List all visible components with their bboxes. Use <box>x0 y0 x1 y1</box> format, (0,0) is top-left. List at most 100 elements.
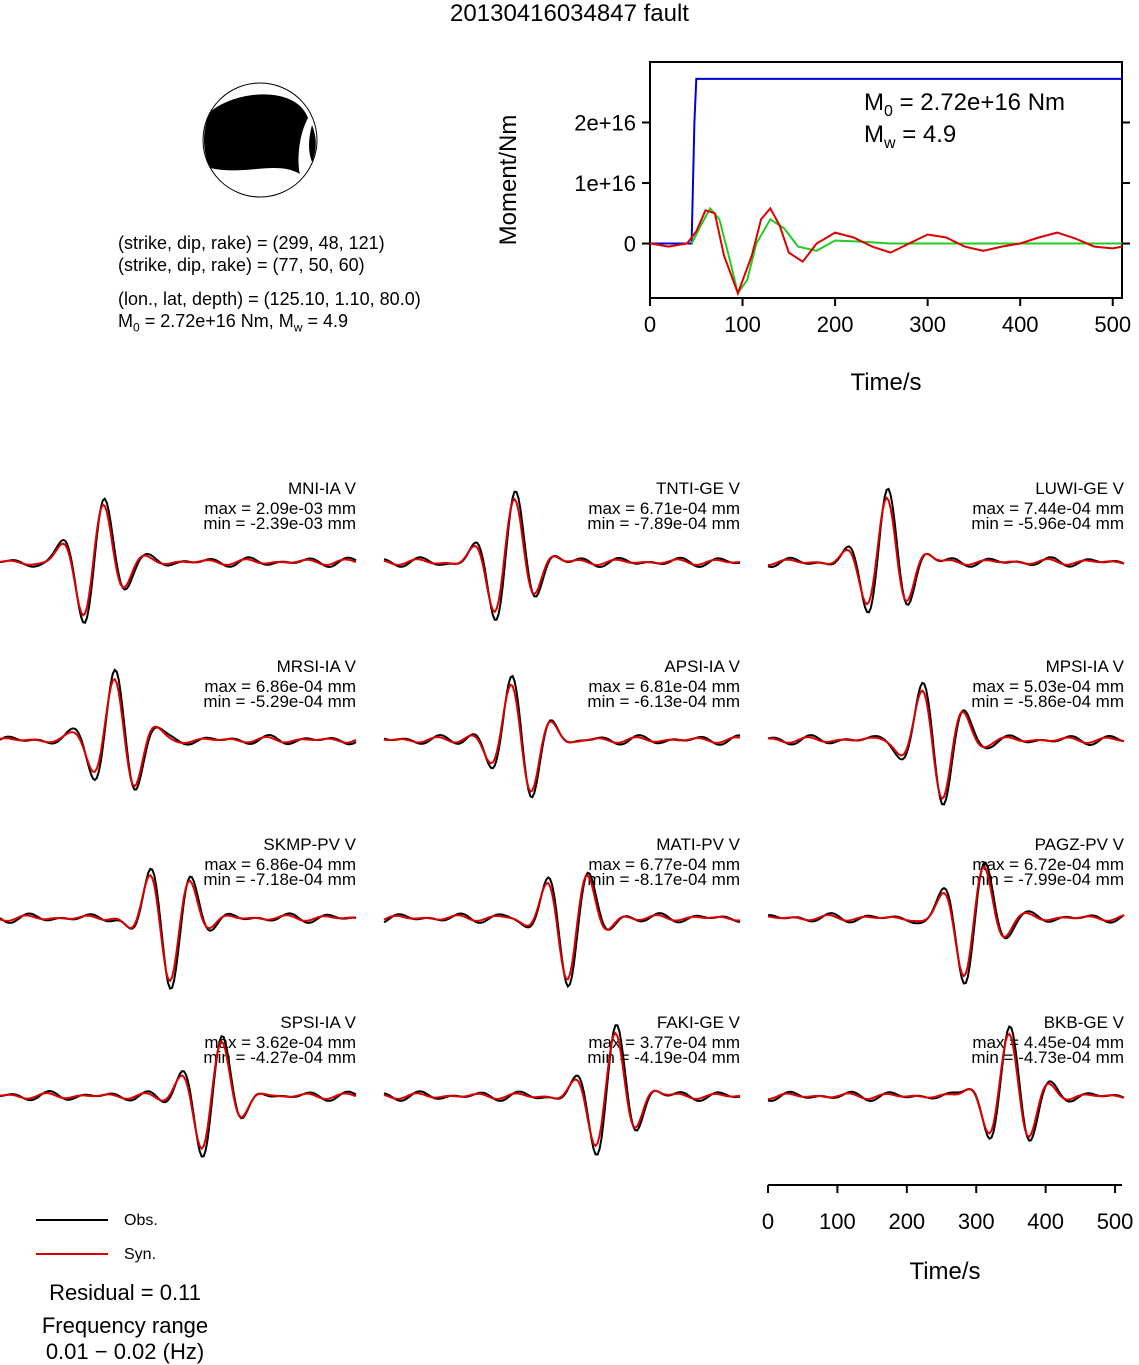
moment-annotation-m0: M0 = 2.72e+16 Nm <box>864 89 1065 120</box>
source-location: (lon., lat, depth) = (125.10, 1.10, 80.0… <box>118 289 421 309</box>
syn-trace-10 <box>383 1031 741 1148</box>
moment-annotation-mw: Mw = 4.9 <box>864 121 956 152</box>
station-max-7: max = 6.77e-04 mm <box>588 855 740 874</box>
syn-legend-label: Syn. <box>124 1246 157 1263</box>
station-name-7: MATI-PV V <box>656 835 740 854</box>
moment-ytick-label-0: 0 <box>624 232 636 257</box>
station-name-3: MRSI-IA V <box>277 657 357 676</box>
station-name-11: BKB-GE V <box>1044 1013 1125 1032</box>
moment-xtick-label-1: 100 <box>724 312 761 337</box>
station-min-9: min = -4.27e-04 mm <box>203 1048 356 1067</box>
residual-label: Residual = 0.11 <box>49 1280 201 1305</box>
syn-trace-9 <box>0 1040 357 1151</box>
bottom-xtick-label-3: 300 <box>958 1209 995 1234</box>
syn-trace-5 <box>767 689 1125 801</box>
station-max-9: max = 3.62e-04 mm <box>204 1033 356 1052</box>
moment-plot-frame <box>649 61 1123 299</box>
moment-xtick-label-4: 400 <box>1002 312 1039 337</box>
station-name-1: TNTI-GE V <box>656 479 741 498</box>
syn-trace-6 <box>0 873 357 983</box>
moment-ylabel: Moment/Nm <box>495 115 522 246</box>
moment-series-1 <box>690 206 1122 296</box>
obs-trace-7 <box>383 871 741 989</box>
station-min-3: min = -5.29e-04 mm <box>203 692 356 711</box>
station-max-6: max = 6.86e-04 mm <box>204 855 356 874</box>
syn-trace-11 <box>767 1032 1125 1139</box>
station-name-4: APSI-IA V <box>664 657 740 676</box>
nodal-plane-1: (strike, dip, rake) = (299, 48, 121) <box>118 233 385 253</box>
moment-series-2 <box>649 206 1123 297</box>
station-min-7: min = -8.17e-04 mm <box>587 870 740 889</box>
station-max-5: max = 5.03e-04 mm <box>972 677 1124 696</box>
station-max-3: max = 6.86e-04 mm <box>204 677 356 696</box>
moment-magnitude-line: M0 = 2.72e+16 Nm, Mw = 4.9 <box>118 311 348 335</box>
station-max-0: max = 2.09e-03 mm <box>204 499 356 518</box>
syn-trace-0 <box>0 503 357 617</box>
moment-xtick-label-3: 300 <box>909 312 946 337</box>
moment-series-0 <box>650 77 1122 245</box>
moment-xtick-label-0: 0 <box>644 312 656 337</box>
obs-legend-label: Obs. <box>124 1212 158 1229</box>
station-name-6: SKMP-PV V <box>263 835 356 854</box>
station-min-8: min = -7.99e-04 mm <box>971 870 1124 889</box>
syn-trace-1 <box>383 497 741 614</box>
moment-ytick-label-2: 2e+16 <box>574 111 636 136</box>
station-max-10: max = 3.77e-04 mm <box>588 1033 740 1052</box>
focal-mechanism-beachball <box>202 82 318 198</box>
station-min-4: min = -6.13e-04 mm <box>587 692 740 711</box>
station-min-10: min = -4.19e-04 mm <box>587 1048 740 1067</box>
page-title: 20130416034847 fault <box>450 0 689 27</box>
syn-trace-7 <box>383 874 741 981</box>
frequency-range-label: Frequency range <box>41 1313 209 1338</box>
station-name-5: MPSI-IA V <box>1046 657 1125 676</box>
station-name-2: LUWI-GE V <box>1035 479 1124 498</box>
bottom-xlabel: Time/s <box>909 1258 980 1285</box>
syn-trace-2 <box>767 496 1125 606</box>
legend-lines <box>36 1219 108 1255</box>
station-min-11: min = -4.73e-04 mm <box>971 1048 1124 1067</box>
bottom-xtick-label-1: 100 <box>819 1209 856 1234</box>
obs-trace-10 <box>383 1024 741 1156</box>
nodal-plane-2: (strike, dip, rake) = (77, 50, 60) <box>118 255 365 275</box>
moment-xlabel: Time/s <box>850 369 921 396</box>
station-name-8: PAGZ-PV V <box>1035 835 1125 854</box>
syn-trace-8 <box>767 865 1125 978</box>
station-max-4: max = 6.81e-04 mm <box>588 677 740 696</box>
station-min-1: min = -7.89e-04 mm <box>587 514 740 533</box>
station-name-9: SPSI-IA V <box>280 1013 356 1032</box>
obs-trace-3 <box>0 668 357 791</box>
bottom-xtick-label-2: 200 <box>888 1209 925 1234</box>
syn-trace-3 <box>0 677 357 788</box>
moment-ytick-label-1: 1e+16 <box>574 171 636 196</box>
station-min-0: min = -2.39e-03 mm <box>203 514 356 533</box>
station-max-1: max = 6.71e-04 mm <box>588 499 740 518</box>
moment-xtick-label-5: 500 <box>1094 312 1131 337</box>
moment-xtick-label-2: 200 <box>817 312 854 337</box>
station-min-5: min = -5.86e-04 mm <box>971 692 1124 711</box>
frequency-range-value: 0.01 − 0.02 (Hz) <box>45 1339 205 1364</box>
syn-trace-4 <box>383 683 741 793</box>
station-max-2: max = 7.44e-04 mm <box>972 499 1124 518</box>
bottom-xtick-label-4: 400 <box>1027 1209 1064 1234</box>
station-name-0: MNI-IA V <box>288 479 357 498</box>
station-min-6: min = -7.18e-04 mm <box>203 870 356 889</box>
station-min-2: min = -5.96e-04 mm <box>971 514 1124 533</box>
waveform-time-axis: 0 100 200 300 400 500 Time/s <box>762 1184 1134 1285</box>
moment-rate-chart: 0 100 200 300 400 500 0 1e+16 2e+16 Time/s Moment/… <box>495 61 1131 396</box>
station-name-10: FAKI-GE V <box>657 1013 741 1032</box>
bottom-xtick-label-5: 500 <box>1097 1209 1134 1234</box>
bottom-xtick-label-0: 0 <box>762 1209 774 1234</box>
